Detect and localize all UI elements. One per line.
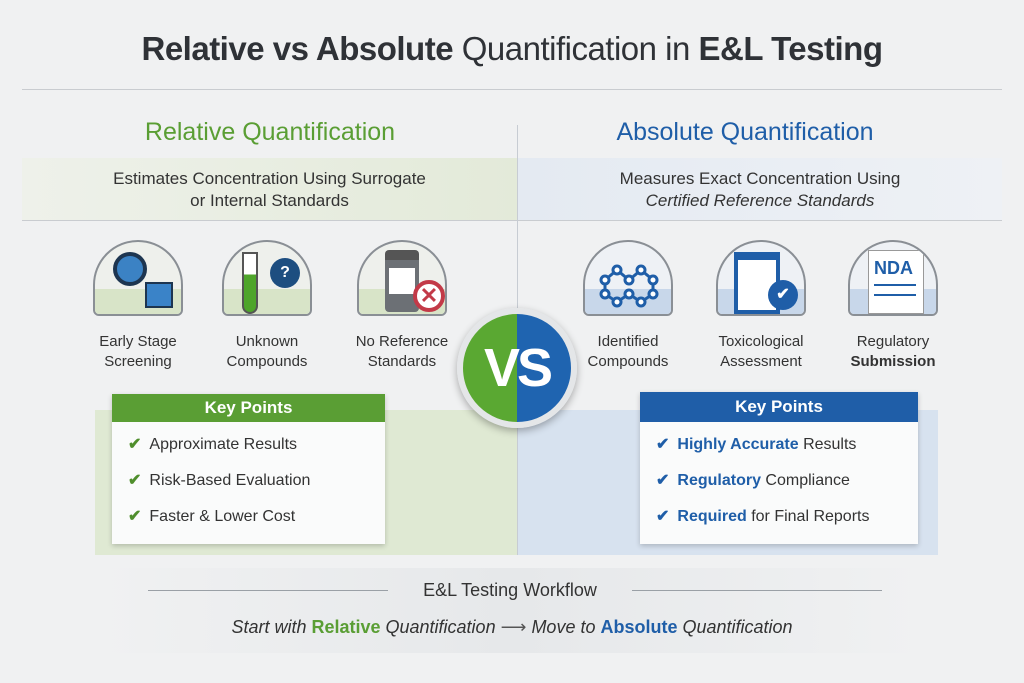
workflow-text: Start with Relative Quantification ⟶ Mov… bbox=[231, 617, 793, 637]
list-item: ✔ Highly Accurate Results bbox=[656, 436, 857, 453]
list-item: ✔ Regulatory Compliance bbox=[656, 472, 850, 489]
vs-badge: VS bbox=[457, 308, 577, 428]
absolute-description: Measures Exact Concentration Using Certif… bbox=[518, 158, 1002, 220]
icon-label-no-reference: No Reference Standards bbox=[355, 333, 449, 370]
relative-heading: Relative Quantification bbox=[144, 118, 396, 146]
icon-label-toxicological: Toxicological Assessment bbox=[718, 333, 804, 370]
relative-description: Estimates Concentration Using Surrogate o… bbox=[22, 158, 517, 220]
relative-key-points: Key Points ✔ Approximate Results ✔ Risk-Ba… bbox=[112, 394, 385, 544]
molecule-icon bbox=[583, 240, 673, 316]
page-title: Relative vs Absolute Quantification in E… bbox=[141, 30, 883, 67]
icon-label-unknown: Unknown Compounds bbox=[226, 333, 308, 370]
list-item: ✔ Risk-Based Evaluation bbox=[128, 472, 311, 489]
list-item: ✔ Approximate Results bbox=[128, 436, 298, 453]
clipboard-check-icon: ✔ bbox=[716, 240, 806, 316]
icon-label-identified: Identified Compounds bbox=[587, 333, 669, 370]
key-points-header: Key Points bbox=[112, 394, 385, 422]
nda-document-icon: NDA bbox=[848, 240, 938, 316]
workflow-title: E&L Testing Workflow bbox=[423, 580, 597, 600]
bottle-no-icon: ✕ bbox=[357, 240, 447, 316]
key-points-header: Key Points bbox=[640, 392, 918, 422]
icon-label-early-stage: Early Stage Screening bbox=[99, 333, 177, 370]
absolute-heading: Absolute Quantification bbox=[616, 118, 874, 146]
list-item: ✔ Required for Final Reports bbox=[656, 508, 870, 525]
icon-label-regulatory: Regulatory Submission bbox=[850, 333, 936, 370]
title-divider bbox=[22, 89, 1002, 90]
magnifier-flask-icon bbox=[93, 240, 183, 316]
workflow-section bbox=[100, 568, 924, 653]
absolute-key-points: Key Points ✔ Highly Accurate Results ✔ Reg… bbox=[640, 392, 918, 544]
test-tube-question-icon: ? bbox=[222, 240, 312, 316]
arrow-right-icon: ⟶ bbox=[500, 617, 527, 637]
list-item: ✔ Faster & Lower Cost bbox=[128, 508, 296, 525]
